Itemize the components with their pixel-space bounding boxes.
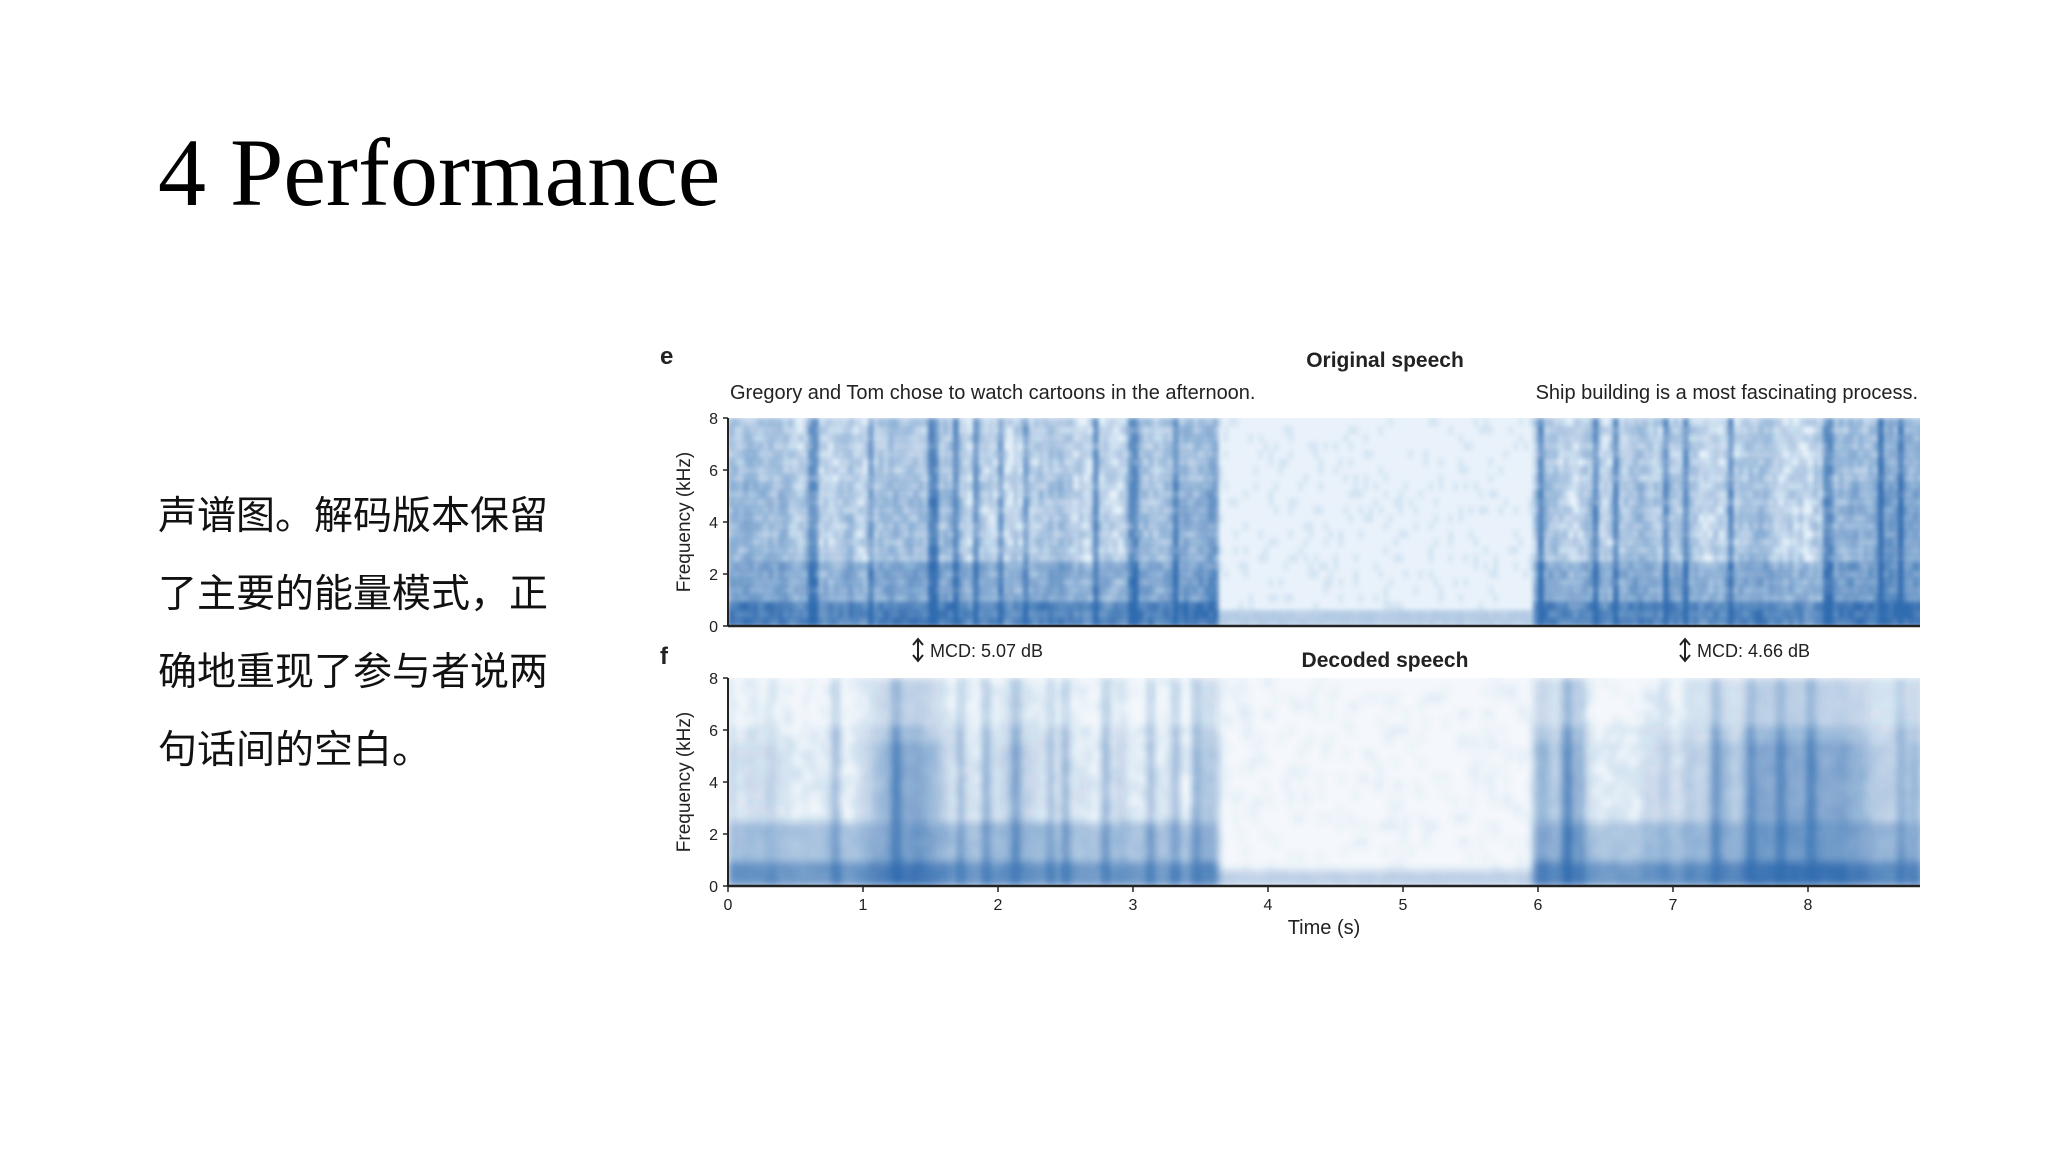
axes-original: 0 2 4 6 8 bbox=[709, 411, 1920, 636]
slide-description: 声谱图。解码版本保留 了主要的能量模式，正 确地重现了参与者说两 句话间的空白。 bbox=[158, 478, 598, 790]
panel-f-label: f bbox=[660, 643, 669, 670]
x-tick-label: 4 bbox=[1264, 897, 1273, 914]
spectrogram-svg: e Original speech Gregory and Tom chose … bbox=[660, 343, 1920, 939]
y-tick-label: 8 bbox=[709, 411, 718, 428]
double-arrow-icon bbox=[1679, 637, 1691, 663]
y-tick-label: 8 bbox=[709, 671, 718, 688]
sentence-1-text: Gregory and Tom chose to watch cartoons … bbox=[730, 382, 1256, 404]
y-tick-label: 6 bbox=[709, 463, 718, 480]
x-tick-label: 0 bbox=[724, 897, 733, 914]
axes-decoded: 0 2 4 6 8 bbox=[709, 671, 1920, 896]
y-tick-label: 2 bbox=[709, 567, 718, 584]
y-tick-label: 0 bbox=[709, 619, 718, 636]
mcd-value-1: MCD: 5.07 dB bbox=[930, 641, 1043, 661]
ylabel-original: Frequency (kHz) bbox=[674, 452, 695, 592]
spectrogram-original bbox=[728, 418, 1920, 626]
panel-f-title: Decoded speech bbox=[1302, 649, 1469, 672]
x-tick-label: 3 bbox=[1129, 897, 1138, 914]
panel-e-label: e bbox=[660, 343, 673, 370]
x-tick-label: 6 bbox=[1534, 897, 1543, 914]
description-line-4: 句话间的空白。 bbox=[158, 728, 432, 773]
y-tick-label: 0 bbox=[709, 879, 718, 896]
x-tick-label: 1 bbox=[859, 897, 868, 914]
y-tick-label: 4 bbox=[709, 775, 718, 792]
x-tick-label: 7 bbox=[1669, 897, 1678, 914]
double-arrow-icon bbox=[912, 637, 924, 663]
mcd-marker-1: MCD: 5.07 dB bbox=[912, 637, 1043, 663]
description-line-2: 了主要的能量模式，正 bbox=[158, 572, 549, 617]
spectrogram-figure: e Original speech Gregory and Tom chose … bbox=[660, 330, 1940, 970]
xlabel: Time (s) bbox=[1288, 917, 1361, 939]
slide-title: 4 Performance bbox=[158, 119, 721, 226]
description-line-3: 确地重现了参与者说两 bbox=[158, 650, 549, 695]
y-tick-label: 6 bbox=[709, 723, 718, 740]
x-tick-label: 2 bbox=[994, 897, 1003, 914]
spectrogram-decoded bbox=[728, 678, 1920, 886]
sentence-2-text: Ship building is a most fascinating proc… bbox=[1536, 382, 1918, 404]
y-tick-label: 4 bbox=[709, 515, 718, 532]
x-tick-label: 5 bbox=[1399, 897, 1408, 914]
ylabel-decoded: Frequency (kHz) bbox=[674, 712, 695, 852]
x-axis-ticks: 0 1 2 3 4 5 6 7 8 bbox=[724, 886, 1813, 914]
description-line-1: 声谱图。解码版本保留 bbox=[158, 494, 549, 539]
mcd-value-2: MCD: 4.66 dB bbox=[1697, 641, 1810, 661]
y-tick-label: 2 bbox=[709, 827, 718, 844]
panel-e-title: Original speech bbox=[1306, 349, 1464, 372]
mcd-marker-2: MCD: 4.66 dB bbox=[1679, 637, 1810, 663]
x-tick-label: 8 bbox=[1804, 897, 1813, 914]
